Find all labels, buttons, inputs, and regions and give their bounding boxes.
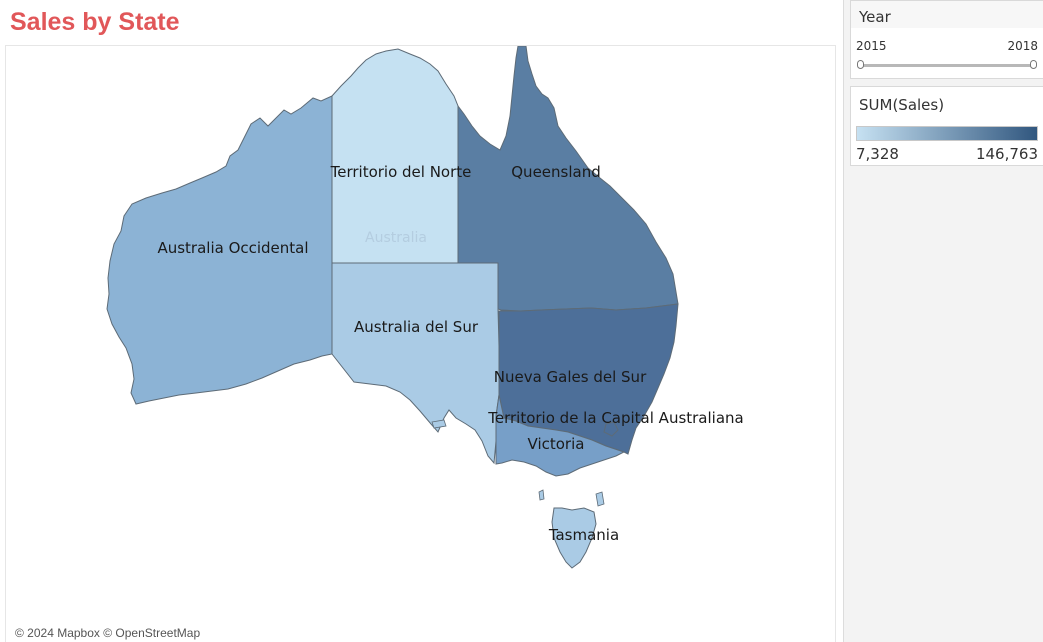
legend-title: SUM(Sales) bbox=[859, 96, 945, 114]
label-tasmania: Tasmania bbox=[548, 526, 619, 544]
year-slider-track[interactable] bbox=[860, 64, 1034, 67]
state-territorio-de-la-capital-australiana[interactable] bbox=[603, 421, 619, 437]
state-victoria[interactable] bbox=[495, 394, 626, 477]
map-attribution[interactable]: © 2024 Mapbox © OpenStreetMap bbox=[12, 625, 204, 641]
legend-gradient-bar bbox=[856, 126, 1038, 141]
year-slider-max-handle[interactable] bbox=[1030, 60, 1037, 69]
year-min-label: 2015 bbox=[856, 39, 887, 53]
state-australia-del-sur[interactable] bbox=[331, 262, 500, 465]
year-filter[interactable]: Year 2015 2018 bbox=[850, 0, 1043, 79]
label-territorio-de-la-capital-australiana: Territorio de la Capital Australiana bbox=[487, 409, 743, 427]
island-kangaroo bbox=[431, 419, 447, 429]
legend-max-label: 146,763 bbox=[975, 145, 1038, 163]
state-tasmania[interactable] bbox=[551, 507, 597, 569]
label-queensland: Queensland bbox=[511, 163, 600, 181]
label-australia-occidental: Australia Occidental bbox=[157, 239, 308, 257]
sidebar: Year 2015 2018 SUM(Sales) 7,328 146,763 bbox=[843, 0, 1043, 642]
map-view[interactable]: Australia Australia Occidental Territori… bbox=[5, 45, 836, 642]
label-territorio-del-norte: Territorio del Norte bbox=[330, 163, 472, 181]
australia-map[interactable]: Australia Australia Occidental Territori… bbox=[6, 46, 836, 642]
island-flinders bbox=[595, 491, 605, 507]
dashboard-title: Sales by State bbox=[10, 8, 180, 36]
label-australia-del-sur: Australia del Sur bbox=[354, 318, 479, 336]
state-australia-occidental[interactable] bbox=[106, 95, 333, 405]
map-background-label: Australia bbox=[365, 230, 427, 246]
label-nueva-gales-del-sur: Nueva Gales del Sur bbox=[494, 368, 647, 386]
label-victoria: Victoria bbox=[528, 435, 585, 453]
year-max-label: 2018 bbox=[1007, 39, 1038, 53]
island-king bbox=[538, 489, 545, 501]
year-slider-min-handle[interactable] bbox=[857, 60, 864, 69]
legend-range: 7,328 146,763 bbox=[856, 145, 1038, 163]
legend-min-label: 7,328 bbox=[856, 145, 899, 163]
color-legend: SUM(Sales) 7,328 146,763 bbox=[850, 86, 1043, 166]
year-filter-title: Year bbox=[851, 1, 1043, 28]
year-range-labels: 2015 2018 bbox=[856, 39, 1038, 53]
